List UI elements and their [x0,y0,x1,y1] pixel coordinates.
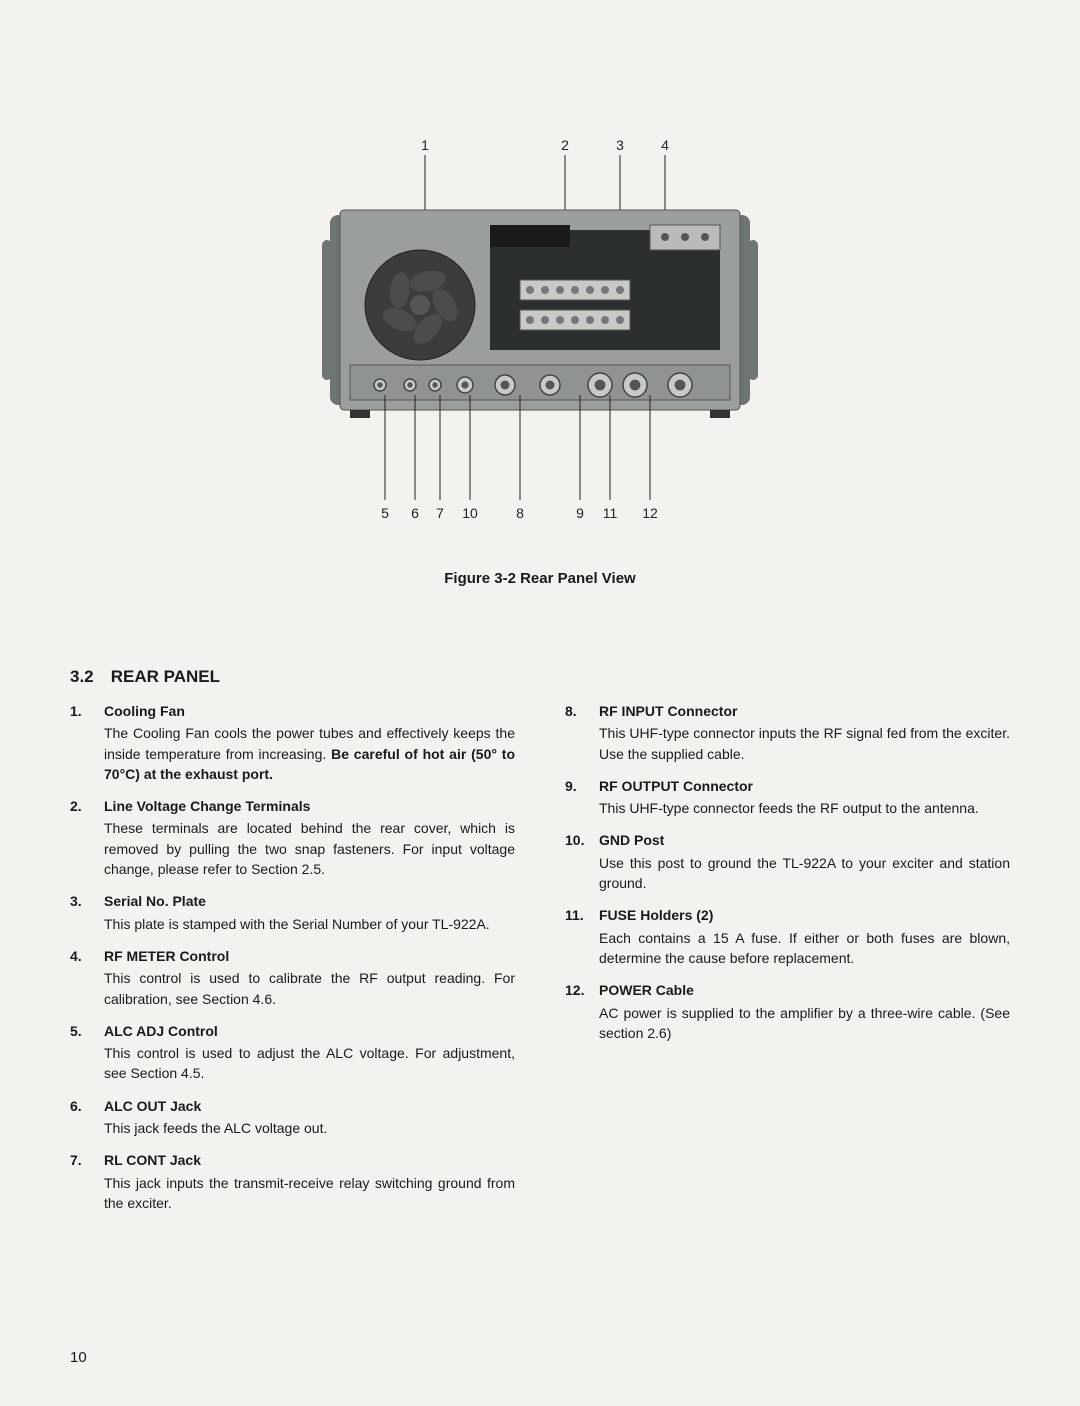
item-body: Line Voltage Change TerminalsThese termi… [104,796,515,879]
item-number: 2. [70,796,104,879]
item-number: 5. [70,1021,104,1084]
content-columns: 1.Cooling FanThe Cooling Fan cools the p… [70,701,1010,1225]
right-column: 8.RF INPUT ConnectorThis UHF-type connec… [565,701,1010,1225]
list-item: 9.RF OUTPUT ConnectorThis UHF-type conne… [565,776,1010,819]
svg-text:11: 11 [603,505,618,521]
item-description: This control is used to adjust the ALC v… [104,1043,515,1084]
list-item: 3.Serial No. Plate This plate is stamped … [70,891,515,934]
item-number: 1. [70,701,104,784]
item-title: RF OUTPUT Connector [599,776,1010,796]
item-title: Cooling Fan [104,701,515,721]
item-description: This control is used to calibrate the RF… [104,968,515,1009]
item-number: 6. [70,1096,104,1139]
svg-text:2: 2 [561,140,569,153]
item-title: GND Post [599,830,1010,850]
item-title: RF INPUT Connector [599,701,1010,721]
item-description: This jack feeds the ALC voltage out. [104,1118,515,1138]
item-title: RF METER Control [104,946,515,966]
item-description: The Cooling Fan cools the power tubes an… [104,723,515,784]
item-body: RF INPUT ConnectorThis UHF-type connecto… [599,701,1010,764]
item-number: 8. [565,701,599,764]
figure-area: 1234 56710891112 Figure 3-2 Rear Panel V… [70,140,1010,587]
rear-panel-diagram: 1234 56710891112 [260,140,820,540]
list-item: 11.FUSE Holders (2) Each contains a 15 A … [565,905,1010,968]
item-number: 3. [70,891,104,934]
item-title: POWER Cable [599,980,1010,1000]
item-body: Cooling FanThe Cooling Fan cools the pow… [104,701,515,784]
item-title: RL CONT Jack [104,1150,515,1170]
svg-text:9: 9 [576,505,584,521]
item-number: 9. [565,776,599,819]
item-number: 4. [70,946,104,1009]
svg-text:3: 3 [616,140,624,153]
svg-text:12: 12 [642,505,658,521]
svg-text:10: 10 [462,505,478,521]
item-body: RF OUTPUT ConnectorThis UHF-type connect… [599,776,1010,819]
item-title: ALC ADJ Control [104,1021,515,1041]
svg-text:6: 6 [411,505,419,521]
item-body: RF METER ControlThis control is used to … [104,946,515,1009]
figure-caption: Figure 3-2 Rear Panel View [444,570,635,587]
item-description: Each contains a 15 A fuse. If either or … [599,928,1010,969]
item-description: AC power is supplied to the amplifier by… [599,1003,1010,1044]
item-number: 10. [565,830,599,893]
section-title: REAR PANEL [111,667,220,686]
item-body: GND Post Use this post to ground the TL-9… [599,830,1010,893]
item-title: Line Voltage Change Terminals [104,796,515,816]
svg-text:5: 5 [381,505,389,521]
section-heading: 3.2 REAR PANEL [70,667,1010,687]
item-body: FUSE Holders (2) Each contains a 15 A fus… [599,905,1010,968]
item-body: ALC OUT JackThis jack feeds the ALC volt… [104,1096,515,1139]
list-item: 6.ALC OUT JackThis jack feeds the ALC vo… [70,1096,515,1139]
svg-text:7: 7 [436,505,444,521]
item-description: This jack inputs the transmit-receive re… [104,1173,515,1214]
item-body: POWER Cable AC power is supplied to the a… [599,980,1010,1043]
item-description: This plate is stamped with the Serial Nu… [104,914,515,934]
item-description: This UHF-type connector feeds the RF out… [599,798,1010,818]
item-title: FUSE Holders (2) [599,905,1010,925]
list-item: 1.Cooling FanThe Cooling Fan cools the p… [70,701,515,784]
list-item: 4.RF METER ControlThis control is used t… [70,946,515,1009]
item-description: These terminals are located behind the r… [104,818,515,879]
list-item: 2.Line Voltage Change TerminalsThese ter… [70,796,515,879]
left-column: 1.Cooling FanThe Cooling Fan cools the p… [70,701,515,1225]
list-item: 10.GND Post Use this post to ground the T… [565,830,1010,893]
page-number: 10 [70,1349,87,1366]
item-number: 7. [70,1150,104,1213]
list-item: 8.RF INPUT ConnectorThis UHF-type connec… [565,701,1010,764]
section-number: 3.2 [70,667,106,687]
item-description: This UHF-type connector inputs the RF si… [599,723,1010,764]
item-description: Use this post to ground the TL-922A to y… [599,853,1010,894]
item-number: 12. [565,980,599,1043]
list-item: 7.RL CONT Jack This jack inputs the trans… [70,1150,515,1213]
item-body: ALC ADJ ControlThis control is used to a… [104,1021,515,1084]
item-number: 11. [565,905,599,968]
item-title: ALC OUT Jack [104,1096,515,1116]
svg-text:8: 8 [516,505,524,521]
list-item: 5.ALC ADJ ControlThis control is used to… [70,1021,515,1084]
svg-text:4: 4 [661,140,669,153]
list-item: 12.POWER Cable AC power is supplied to th… [565,980,1010,1043]
item-title: Serial No. Plate [104,891,515,911]
item-body: RL CONT Jack This jack inputs the transmi… [104,1150,515,1213]
svg-text:1: 1 [421,140,429,153]
item-body: Serial No. Plate This plate is stamped wi… [104,891,515,934]
